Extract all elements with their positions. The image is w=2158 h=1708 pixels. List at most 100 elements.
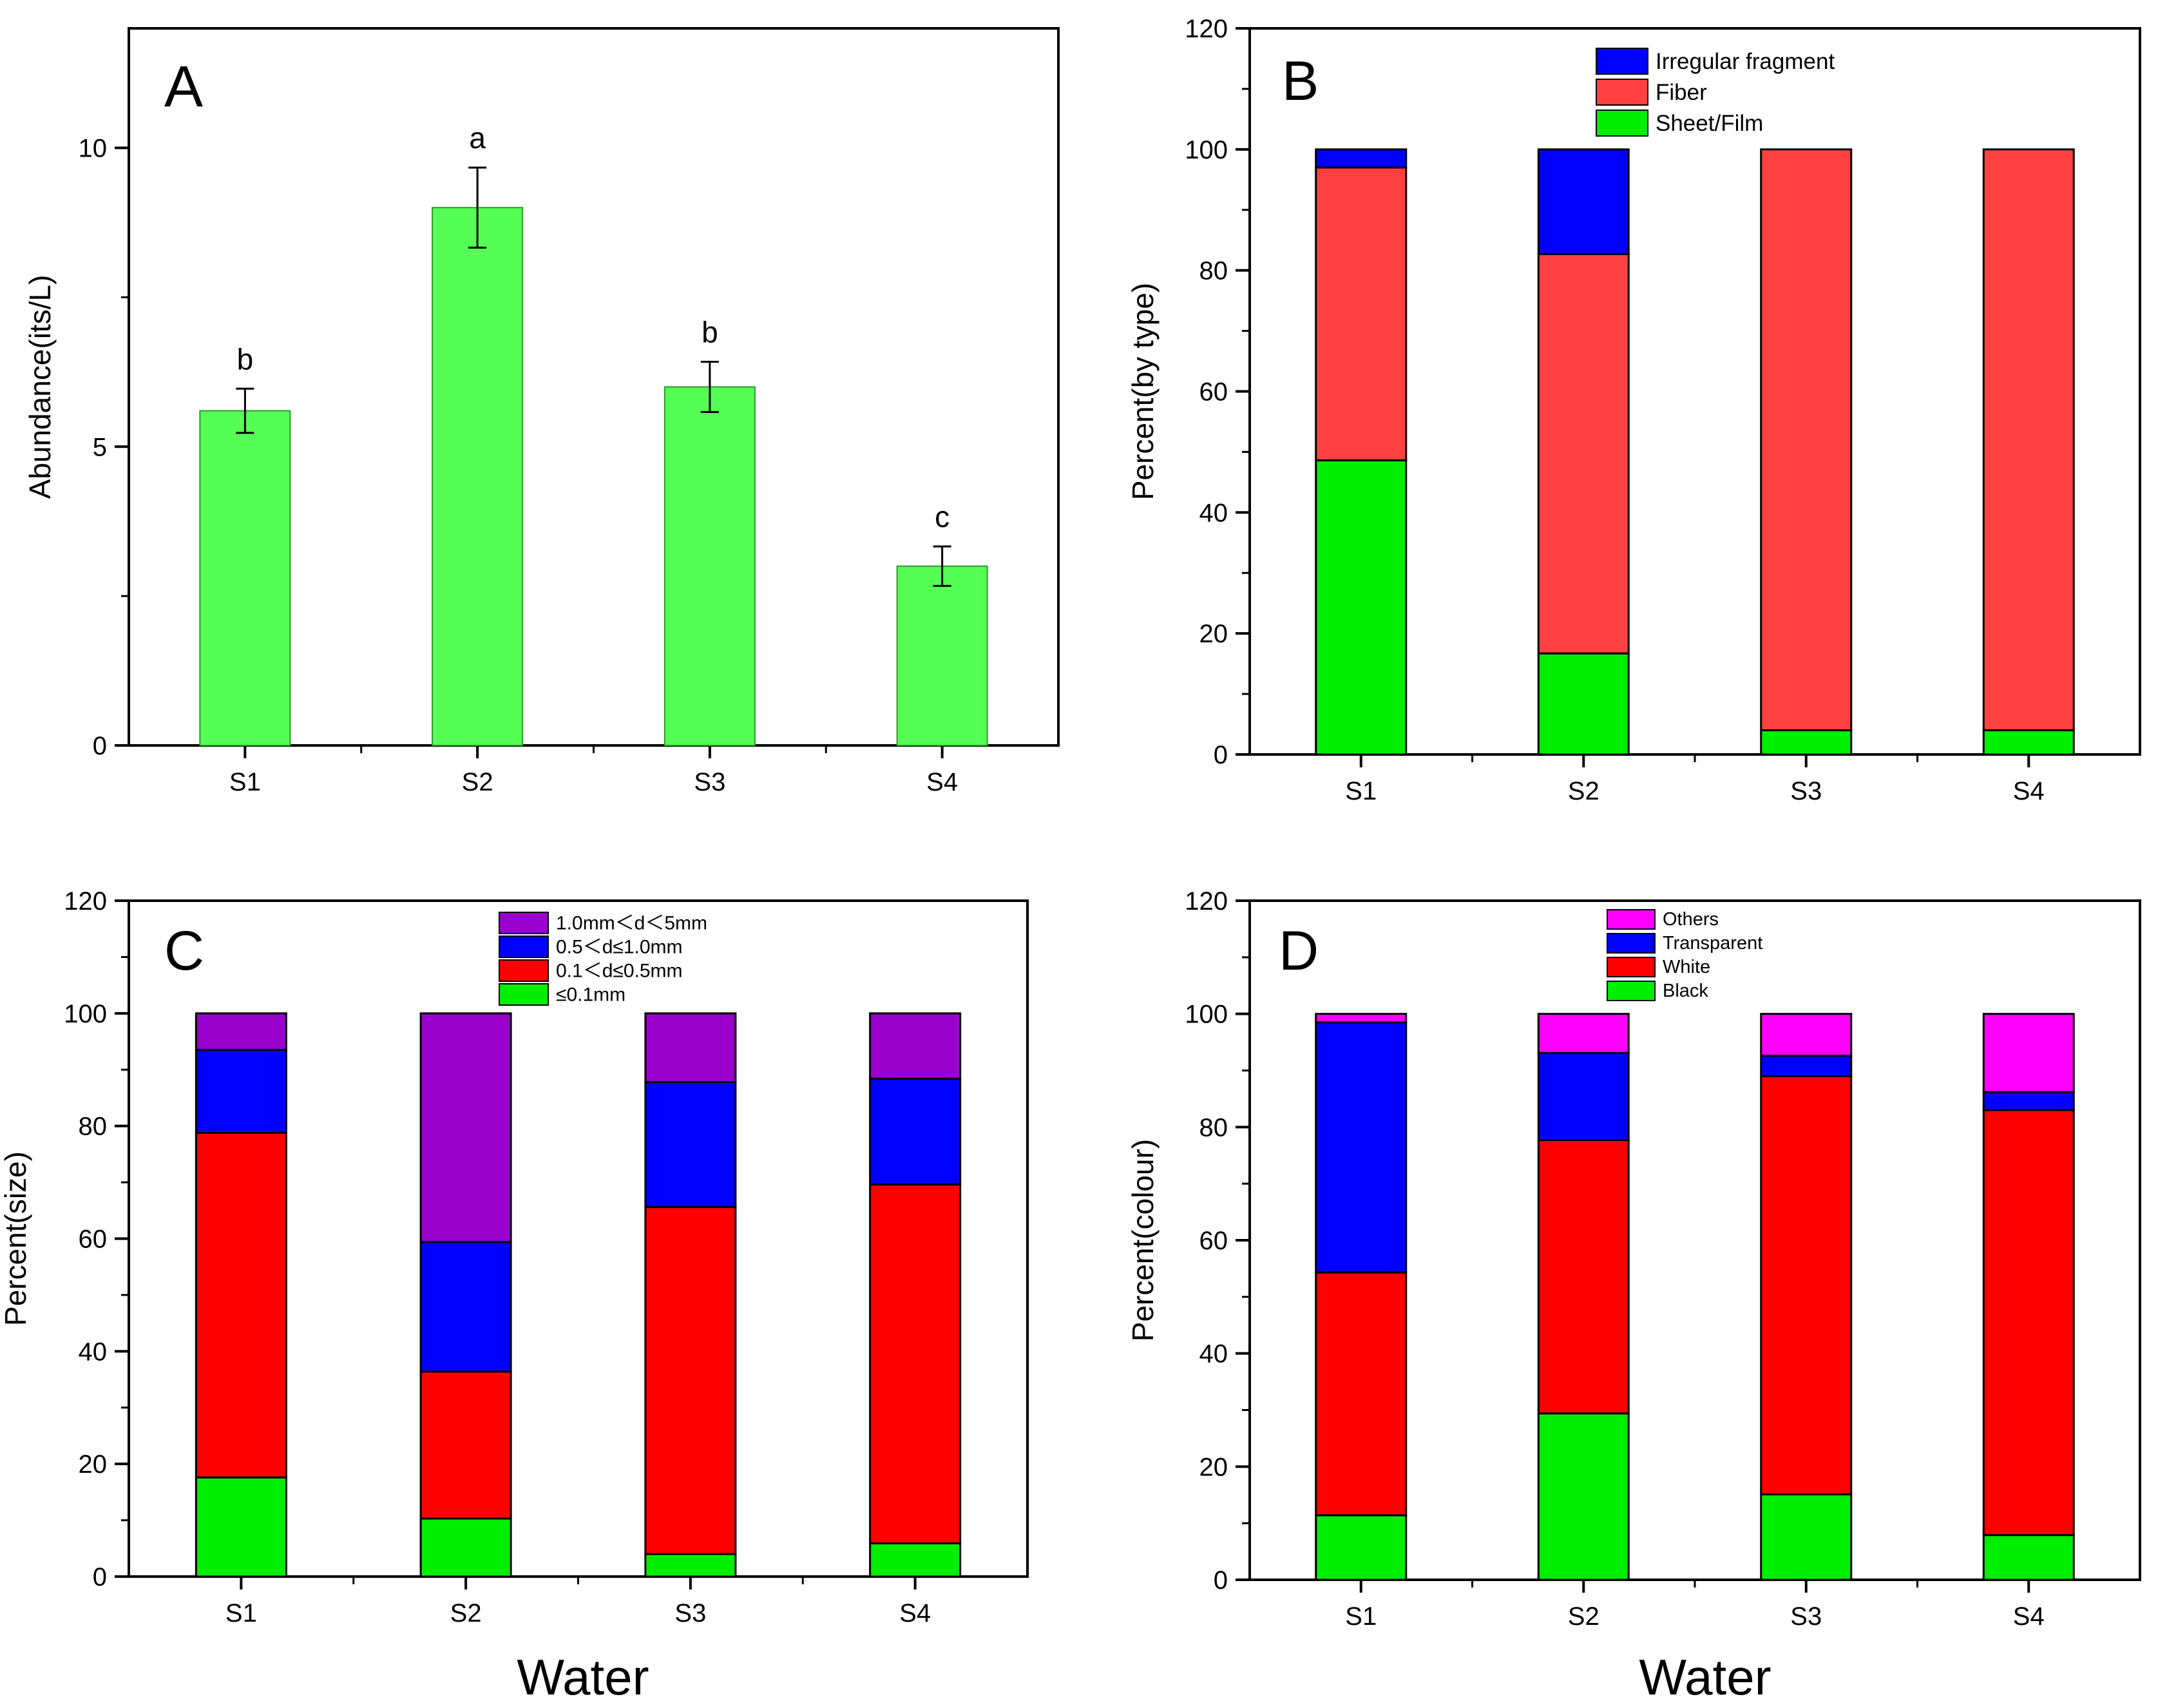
bar-segment-0-1-d-0-5mm <box>869 1184 962 1544</box>
y-tick-label: 80 <box>1199 1113 1228 1142</box>
y-axis-title: Percent(colour) <box>1126 1139 1160 1341</box>
bar-segment-0-1mm <box>419 1517 512 1578</box>
bar-segment-1-0mm-d-5mm <box>644 1012 737 1083</box>
bar <box>896 565 988 746</box>
bar <box>199 410 291 746</box>
y-tick-label: 120 <box>64 887 107 916</box>
legend-label: Others <box>1663 909 1719 930</box>
bar-segment-0-1-d-0-5mm <box>419 1370 512 1520</box>
bar-segment-0-1-d-0-5mm <box>195 1131 287 1479</box>
legend-label: Black <box>1663 981 1708 1001</box>
bar-segment-transparent <box>1315 1021 1408 1274</box>
bar-segment-0-5-d-1-0mm <box>869 1077 962 1186</box>
legend-swatch <box>1607 909 1656 930</box>
bar-segment-fiber <box>1982 148 2075 731</box>
legend: Irregular fragment Fiber Sheet/Film <box>1596 48 1835 137</box>
legend-label: 0.1＜d≤0.5mm <box>556 960 683 981</box>
legend-swatch <box>499 912 549 934</box>
bar-segment-fiber <box>1537 253 1630 655</box>
x-tick-label: S4 <box>899 1599 931 1627</box>
bar-segment-sheet-film <box>1315 459 1408 756</box>
legend: Others Transparent White Black <box>1607 909 1762 1001</box>
bar-segment-black <box>1315 1514 1408 1581</box>
bar-segment-1-0mm-d-5mm <box>869 1012 962 1080</box>
y-tick-label: 60 <box>1199 378 1228 407</box>
x-tick-label: S2 <box>462 768 493 796</box>
legend-swatch <box>1607 933 1656 954</box>
bar-segment-1-0mm-d-5mm <box>195 1012 287 1051</box>
y-tick-label: 100 <box>1185 1001 1228 1029</box>
legend-swatch <box>1607 981 1656 1001</box>
bar-segment-black <box>1537 1412 1630 1581</box>
y-axis-title: Percent(by type) <box>1126 283 1160 500</box>
y-tick-label: 60 <box>1199 1227 1228 1255</box>
bar-segment-others <box>1537 1013 1630 1054</box>
legend-swatch <box>499 959 549 982</box>
y-tick-label: 40 <box>1199 499 1228 527</box>
bar-segment-0-5-d-1-0mm <box>419 1241 512 1373</box>
legend-label: Sheet/Film <box>1656 111 1763 136</box>
chart-panel-a: 0 5 10 S1 S2 S3 S4 Abundance(its/L) Ab a b c <box>23 27 1060 796</box>
x-tick-label: S3 <box>674 1599 706 1627</box>
legend-label: ≤0.1mm <box>556 984 625 1005</box>
y-tick-label: 20 <box>1199 620 1228 648</box>
bar <box>664 386 756 746</box>
bar-segment-fiber <box>1315 166 1408 462</box>
bar-segment-white <box>1982 1109 2075 1537</box>
bar-segment-transparent <box>1982 1091 2075 1111</box>
significance-label: a <box>469 121 486 155</box>
bar-segment-0-1mm <box>195 1476 287 1578</box>
legend-swatch <box>1596 48 1648 75</box>
legend-label: White <box>1663 957 1710 977</box>
panel-label: A <box>164 55 203 119</box>
bar-segment-irregular-fragment <box>1537 148 1630 255</box>
x-tick-label: S1 <box>1345 777 1377 805</box>
significance-label: b <box>702 316 718 349</box>
bar-segment-others <box>1315 1013 1408 1024</box>
significance-label: c <box>935 500 950 533</box>
legend-label: Fiber <box>1656 80 1707 105</box>
bar-segment-white <box>1315 1271 1408 1517</box>
x-tick-label: S1 <box>1345 1602 1377 1631</box>
legend-swatch <box>1607 957 1656 977</box>
x-tick-label: S1 <box>225 1599 257 1627</box>
y-tick-label: 10 <box>79 135 108 163</box>
x-tick-label: S2 <box>1568 1602 1599 1631</box>
bar-segment-white <box>1760 1075 1853 1495</box>
bar-segment-fiber <box>1760 148 1853 731</box>
y-axis-title: Abundance(its/L) <box>23 275 57 499</box>
chart-panel-c: 0 20 40 60 80 100 120 S1 S2 S3 S4 Percent(size) C 1.0… <box>0 887 1029 1627</box>
y-tick-label: 80 <box>1199 257 1228 285</box>
y-tick-label: 40 <box>1199 1340 1228 1368</box>
legend-swatch <box>1596 110 1648 137</box>
bar-segment-transparent <box>1760 1055 1853 1077</box>
legend-label: 0.5＜d≤1.0mm <box>556 936 683 957</box>
panel-label: D <box>1279 920 1319 982</box>
x-tick-label: S1 <box>229 768 261 796</box>
bar-segment-others <box>1760 1013 1853 1057</box>
y-axis-title: Percent(size) <box>0 1151 32 1326</box>
legend-swatch <box>1596 79 1648 106</box>
x-tick-label: S4 <box>926 768 958 796</box>
bar-segment-0-1mm <box>644 1553 737 1578</box>
y-tick-label: 60 <box>79 1225 108 1254</box>
bar-segment-0-5-d-1-0mm <box>644 1080 737 1209</box>
bar-segment-0-1mm <box>869 1542 962 1578</box>
bar-segment-sheet-film <box>1537 652 1630 756</box>
y-tick-label: 0 <box>93 732 107 760</box>
panel-label: C <box>164 920 204 982</box>
bar-segment-0-1-d-0-5mm <box>644 1206 737 1555</box>
y-tick-label: 120 <box>1185 15 1228 43</box>
y-tick-label: 80 <box>79 1113 108 1141</box>
chart-panel-d: 0 20 40 60 80 100 120 S1 S2 S3 S4 Percent(colour) D O… <box>1126 887 2141 1631</box>
x-tick-label: S2 <box>1568 777 1599 805</box>
x-tick-label: S2 <box>450 1599 482 1627</box>
panel-label: B <box>1282 50 1319 112</box>
legend-label: Irregular fragment <box>1656 49 1835 74</box>
x-tick-label: S3 <box>694 768 725 796</box>
y-tick-label: 100 <box>1185 136 1228 164</box>
legend-label: Transparent <box>1663 933 1762 954</box>
significance-label: b <box>237 342 254 376</box>
y-tick-label: 5 <box>93 433 107 461</box>
